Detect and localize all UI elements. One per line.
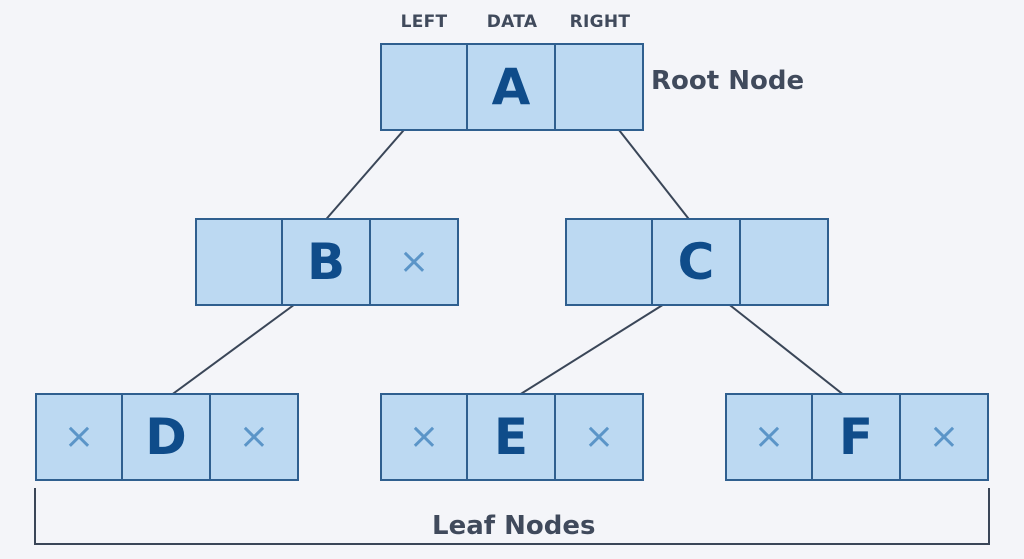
header-right-label: RIGHT	[569, 12, 631, 32]
data-cell: E	[468, 393, 556, 481]
tree-node-a: A	[380, 43, 644, 131]
node-value: C	[677, 233, 715, 291]
tree-node-c: C	[565, 218, 829, 306]
node-value: E	[493, 408, 529, 466]
left-pointer-cell: ×	[380, 393, 468, 481]
data-cell: C	[653, 218, 741, 306]
tree-node-e: × E ×	[380, 393, 644, 481]
right-pointer-cell: ×	[556, 393, 644, 481]
null-pointer-icon: ×	[398, 241, 430, 282]
node-value: F	[838, 408, 874, 466]
node-value: A	[491, 58, 531, 116]
edges	[155, 116, 859, 407]
null-pointer-icon: ×	[63, 416, 95, 457]
data-cell: B	[283, 218, 371, 306]
data-cell: F	[813, 393, 901, 481]
tree-node-f: × F ×	[725, 393, 989, 481]
data-cell: D	[123, 393, 211, 481]
right-pointer-cell: ×	[901, 393, 989, 481]
null-pointer-icon: ×	[753, 416, 785, 457]
right-pointer-cell: ×	[371, 218, 459, 306]
header-left-label: LEFT	[400, 12, 448, 32]
left-pointer-cell: ×	[35, 393, 123, 481]
edge-c-f	[722, 299, 859, 407]
left-pointer-cell: ×	[725, 393, 813, 481]
right-pointer-cell: ×	[211, 393, 299, 481]
null-pointer-icon: ×	[928, 416, 960, 457]
root-node-label: Root Node	[651, 66, 805, 96]
header-data-label: DATA	[486, 12, 538, 32]
leaf-nodes-bracket	[34, 488, 990, 545]
leaf-nodes-label: Leaf Nodes	[432, 511, 596, 541]
left-pointer-cell	[195, 218, 283, 306]
right-pointer-cell	[741, 218, 829, 306]
tree-node-d: × D ×	[35, 393, 299, 481]
node-value: D	[145, 408, 187, 466]
tree-node-b: B ×	[195, 218, 459, 306]
edge-a-b	[315, 116, 416, 232]
null-pointer-icon: ×	[408, 416, 440, 457]
null-pointer-icon: ×	[238, 416, 270, 457]
edge-a-c	[608, 116, 699, 232]
data-cell: A	[468, 43, 556, 131]
null-pointer-icon: ×	[583, 416, 615, 457]
right-pointer-cell	[556, 43, 644, 131]
node-value: B	[306, 233, 346, 291]
left-pointer-cell	[380, 43, 468, 131]
edge-c-e	[500, 299, 672, 407]
left-pointer-cell	[565, 218, 653, 306]
edge-b-d	[155, 299, 302, 407]
